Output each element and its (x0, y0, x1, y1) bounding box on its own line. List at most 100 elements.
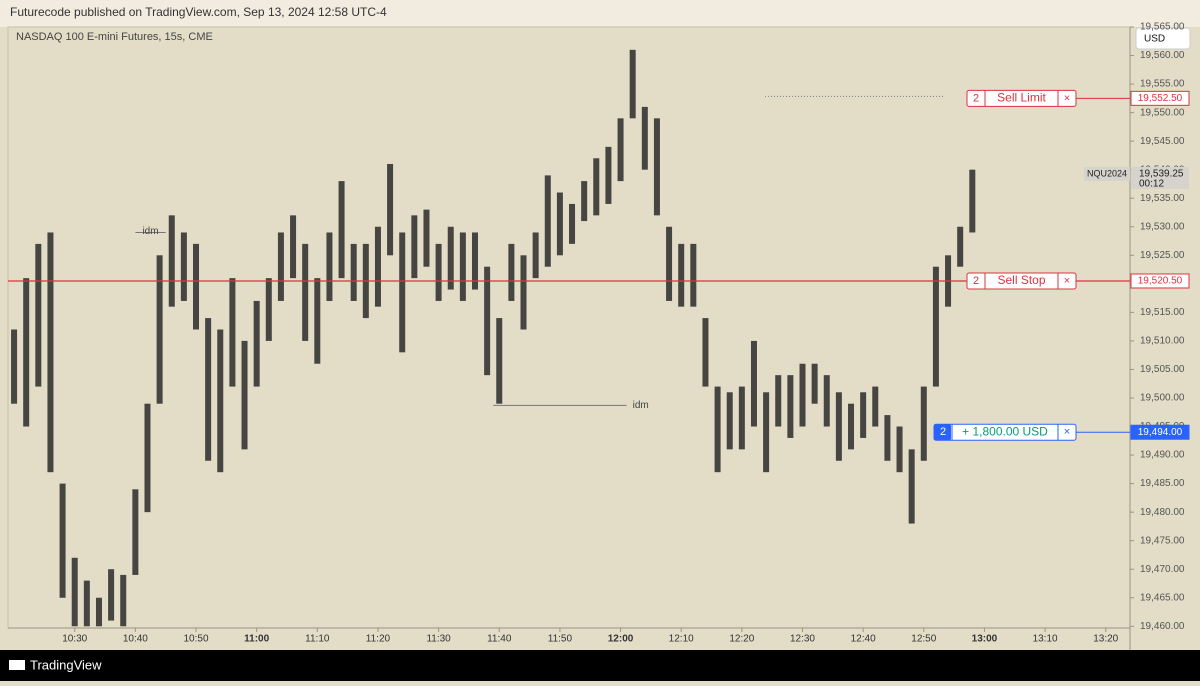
order-qty: 2 (973, 275, 979, 287)
countdown: 00:12 (1139, 179, 1164, 190)
order-box[interactable] (966, 89, 1077, 107)
price-bar (59, 483, 66, 598)
price-label-box (1130, 424, 1190, 440)
price-bar (411, 215, 418, 279)
price-bar (544, 175, 551, 267)
symbol: NQU2024 (1087, 168, 1127, 178)
chart-title: NASDAQ 100 E-mini Futures, 15s, CME (16, 31, 213, 43)
order-qty: 2 (973, 92, 979, 104)
footer-bar (0, 650, 1200, 681)
price-bar (83, 580, 90, 627)
price-bar (326, 232, 333, 301)
price-bar (969, 169, 976, 233)
price-bar (265, 278, 272, 341)
price-bar (484, 266, 491, 376)
price-bar (932, 266, 939, 387)
price-bar (872, 386, 879, 427)
order-qty-box (934, 424, 951, 441)
price-bar (908, 449, 915, 524)
price-bar (605, 146, 612, 204)
price-bar (290, 215, 297, 279)
price-bar (738, 386, 745, 450)
price-bar (678, 243, 685, 307)
price-bar (896, 426, 903, 473)
price-bar (229, 278, 236, 387)
y-tick-label: 19,565.00 (1140, 22, 1185, 33)
x-tick-label: 13:20 (1093, 634, 1118, 645)
price-bar (629, 49, 636, 119)
order-close[interactable]: × (1064, 92, 1070, 104)
y-tick-label: 19,465.00 (1140, 592, 1185, 603)
x-tick-label: 11:40 (487, 634, 512, 645)
price-bar (690, 243, 697, 307)
price-bar (799, 363, 806, 427)
currency-box[interactable] (1135, 27, 1191, 50)
y-tick-label: 19,560.00 (1140, 50, 1185, 61)
order-text: Sell Stop (997, 273, 1045, 287)
y-tick-label: 19,555.00 (1140, 79, 1185, 90)
y-tick-label: 19,505.00 (1140, 364, 1185, 375)
price-bar (532, 232, 539, 279)
x-tick-label: 11:10 (305, 634, 330, 645)
x-tick-label: 10:40 (123, 634, 148, 645)
x-tick-label: 11:30 (426, 634, 451, 645)
price-bar (702, 318, 709, 387)
price-bar (156, 255, 163, 404)
x-tick-label: 12:50 (911, 634, 936, 645)
y-tick-label: 19,530.00 (1140, 221, 1185, 232)
y-tick-label: 19,490.00 (1140, 450, 1185, 461)
y-tick-label: 19,480.00 (1140, 507, 1185, 518)
currency: USD (1144, 34, 1165, 45)
x-tick-label: 12:40 (851, 634, 876, 645)
price-bar (277, 232, 284, 301)
price-bar (811, 363, 818, 404)
y-tick-label: 19,510.00 (1140, 336, 1185, 347)
price-bar (241, 340, 248, 450)
price-bar (581, 181, 588, 222)
order-box[interactable] (966, 272, 1077, 290)
price-bar (860, 392, 867, 438)
y-tick-label: 19,545.00 (1140, 136, 1185, 147)
y-tick-label: 19,500.00 (1140, 393, 1185, 404)
price-bar (556, 192, 563, 256)
price-bar (132, 489, 139, 575)
price-bar (459, 232, 466, 301)
price-bar (47, 232, 54, 473)
annotation-label: idm (142, 226, 158, 237)
price-bar (253, 300, 260, 387)
price-bar (666, 226, 673, 301)
price-bar (374, 226, 381, 307)
price-bar (726, 392, 733, 450)
y-tick-label: 19,460.00 (1140, 621, 1185, 632)
price-bar (884, 415, 891, 461)
order-close[interactable]: × (1064, 275, 1070, 287)
price-bar (496, 318, 503, 404)
price-label: 19,494.00 (1138, 427, 1183, 438)
price-bar (520, 255, 527, 330)
x-tick-label: 12:20 (729, 634, 754, 645)
price-bar (314, 278, 321, 364)
price-bar (338, 181, 345, 279)
y-tick-label: 19,485.00 (1140, 478, 1185, 489)
price-bar (180, 232, 187, 301)
plot-area (7, 26, 1131, 629)
price-bar (423, 209, 430, 267)
price-bar (447, 226, 454, 290)
price-bar (471, 232, 478, 290)
price-bar (120, 574, 127, 627)
last-price: 19,539.25 (1139, 169, 1184, 180)
price-bar (617, 118, 624, 182)
price-bar (95, 597, 102, 627)
order-close[interactable]: × (1064, 426, 1070, 438)
x-tick-label: 11:20 (366, 634, 391, 645)
price-bar (823, 375, 830, 427)
price-bar (641, 106, 648, 170)
y-tick-label: 19,475.00 (1140, 535, 1185, 546)
order-text: Sell Limit (997, 91, 1046, 105)
price-bar (302, 243, 309, 341)
price-bar (848, 403, 855, 450)
price-bar (787, 375, 794, 438)
price-bar (168, 215, 175, 307)
price-bar (593, 158, 600, 216)
